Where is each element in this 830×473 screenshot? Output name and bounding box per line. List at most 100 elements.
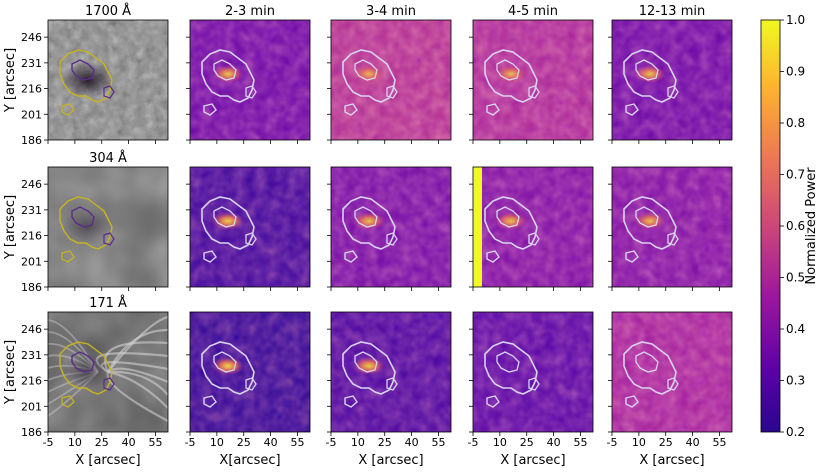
x-tick-label: 40: [122, 436, 136, 449]
x-tick-label: 10: [493, 436, 507, 449]
column-title: 3-4 min: [366, 4, 416, 19]
x-axis-label: X [arcsec]: [500, 453, 565, 468]
x-tick-label: 25: [378, 436, 392, 449]
x-tick-label: -5: [326, 436, 337, 449]
panel-frame: [330, 166, 452, 288]
panel-r3-c5: -5 10 25 40 55: [607, 311, 733, 449]
panel-frame: [611, 166, 733, 288]
penumbra-contour: [203, 250, 217, 263]
panel-frame: [472, 166, 594, 288]
power-texture: [190, 312, 310, 432]
umbra-contour: [71, 59, 95, 81]
umbra-contour: [496, 59, 520, 81]
y-axis-label: Y [arcsec]: [3, 48, 18, 113]
umbra-contour: [667, 377, 679, 391]
panel-frame: [330, 19, 452, 141]
x-tick-label: 25: [237, 436, 251, 449]
colorbar-tick-label: 1.0: [786, 13, 805, 27]
umbra-contour: [103, 85, 115, 99]
panel-r1-c3: [327, 19, 452, 144]
power-texture: [190, 167, 310, 287]
colorbar-tick-label: 0.9: [786, 65, 805, 79]
y-tick-label: 186: [21, 426, 42, 439]
y-axis-label: Y [arcsec]: [3, 195, 18, 260]
umbra-contour: [354, 59, 378, 81]
power-texture: [331, 20, 451, 140]
panel-frame: [611, 311, 733, 433]
panel-r3-c1: -5 10 25 40 55 246 231 216 201 186: [21, 311, 169, 449]
umbra-contour: [635, 351, 659, 373]
umbra-contour: [245, 85, 257, 99]
umbra-contour: [103, 377, 115, 391]
penumbra-contour: [61, 103, 75, 116]
panel-r2-c1: 246 231 216 201 186: [21, 166, 169, 294]
y-tick-label: 246: [21, 31, 42, 44]
panel-r2-c2: [186, 166, 311, 291]
coronal-loop: [107, 328, 168, 373]
penumbra-contour: [625, 103, 639, 116]
penumbra-contour: [203, 395, 217, 408]
penumbra-contour: [623, 196, 677, 250]
panel-frame: [47, 166, 169, 288]
x-tick-label: 10: [68, 436, 82, 449]
umbra-contour: [528, 377, 540, 391]
row-title: 1700 Å: [85, 3, 131, 19]
umbra-contour: [386, 232, 398, 246]
penumbra-contour: [203, 103, 217, 116]
umbra-contour: [245, 377, 257, 391]
umbra-contour: [354, 351, 378, 373]
y-tick-label: 216: [21, 83, 42, 96]
panel-frame: [189, 311, 311, 433]
umbra-contour: [386, 377, 398, 391]
x-tick-label: 40: [405, 436, 419, 449]
umbra-contour: [245, 232, 257, 246]
umbra-contour: [213, 59, 237, 81]
penumbra-contour: [625, 250, 639, 263]
x-tick-label: 10: [351, 436, 365, 449]
umbra-contour: [386, 85, 398, 99]
x-tick-label: -5: [43, 436, 54, 449]
colorbar-tick-label: 0.3: [786, 374, 805, 388]
x-tick-label: 55: [431, 436, 445, 449]
umbra-contour: [496, 351, 520, 373]
panel-frame: [47, 311, 169, 433]
x-tick-label: 10: [632, 436, 646, 449]
y-tick-label: 246: [21, 323, 42, 336]
penumbra-contour: [201, 341, 255, 395]
power-texture: [473, 312, 593, 432]
penumbra-contour: [59, 341, 113, 395]
x-tick-label: 10: [210, 436, 224, 449]
row-title: 304 Å: [89, 150, 127, 166]
penumbra-contour: [342, 341, 396, 395]
panel-frame: [189, 19, 311, 141]
sunspot: [62, 62, 114, 98]
penumbra-contour: [59, 196, 113, 250]
x-axis-label: X [arcsec]: [75, 453, 140, 468]
x-tick-label: 55: [148, 436, 162, 449]
x-axis-label: X [arcsec]: [639, 453, 704, 468]
power-texture: [612, 167, 732, 287]
column-title: 4-5 min: [508, 4, 558, 19]
x-tick-label: 25: [659, 436, 673, 449]
umbra-contour: [496, 206, 520, 228]
penumbra-contour: [342, 196, 396, 250]
penumbra-contour: [59, 49, 113, 103]
power-texture: [331, 312, 451, 432]
colorbar-tick-label: 0.4: [786, 322, 805, 336]
umbra-contour: [667, 232, 679, 246]
y-tick-label: 216: [21, 230, 42, 243]
umbra-contour: [528, 85, 540, 99]
sunspot: [62, 354, 114, 390]
x-tick-label: -5: [607, 436, 618, 449]
x-axis-label: X [arcsec]: [358, 453, 423, 468]
umbra-contour: [103, 232, 115, 246]
y-tick-label: 231: [21, 349, 42, 362]
y-tick-label: 201: [21, 400, 42, 413]
column-title: 12-13 min: [639, 4, 705, 19]
y-tick-label: 201: [21, 108, 42, 121]
umbra-contour: [635, 206, 659, 228]
y-tick-label: 216: [21, 375, 42, 388]
colorbar-label: Normalized Power: [804, 167, 819, 285]
y-tick-label: 186: [21, 134, 42, 147]
